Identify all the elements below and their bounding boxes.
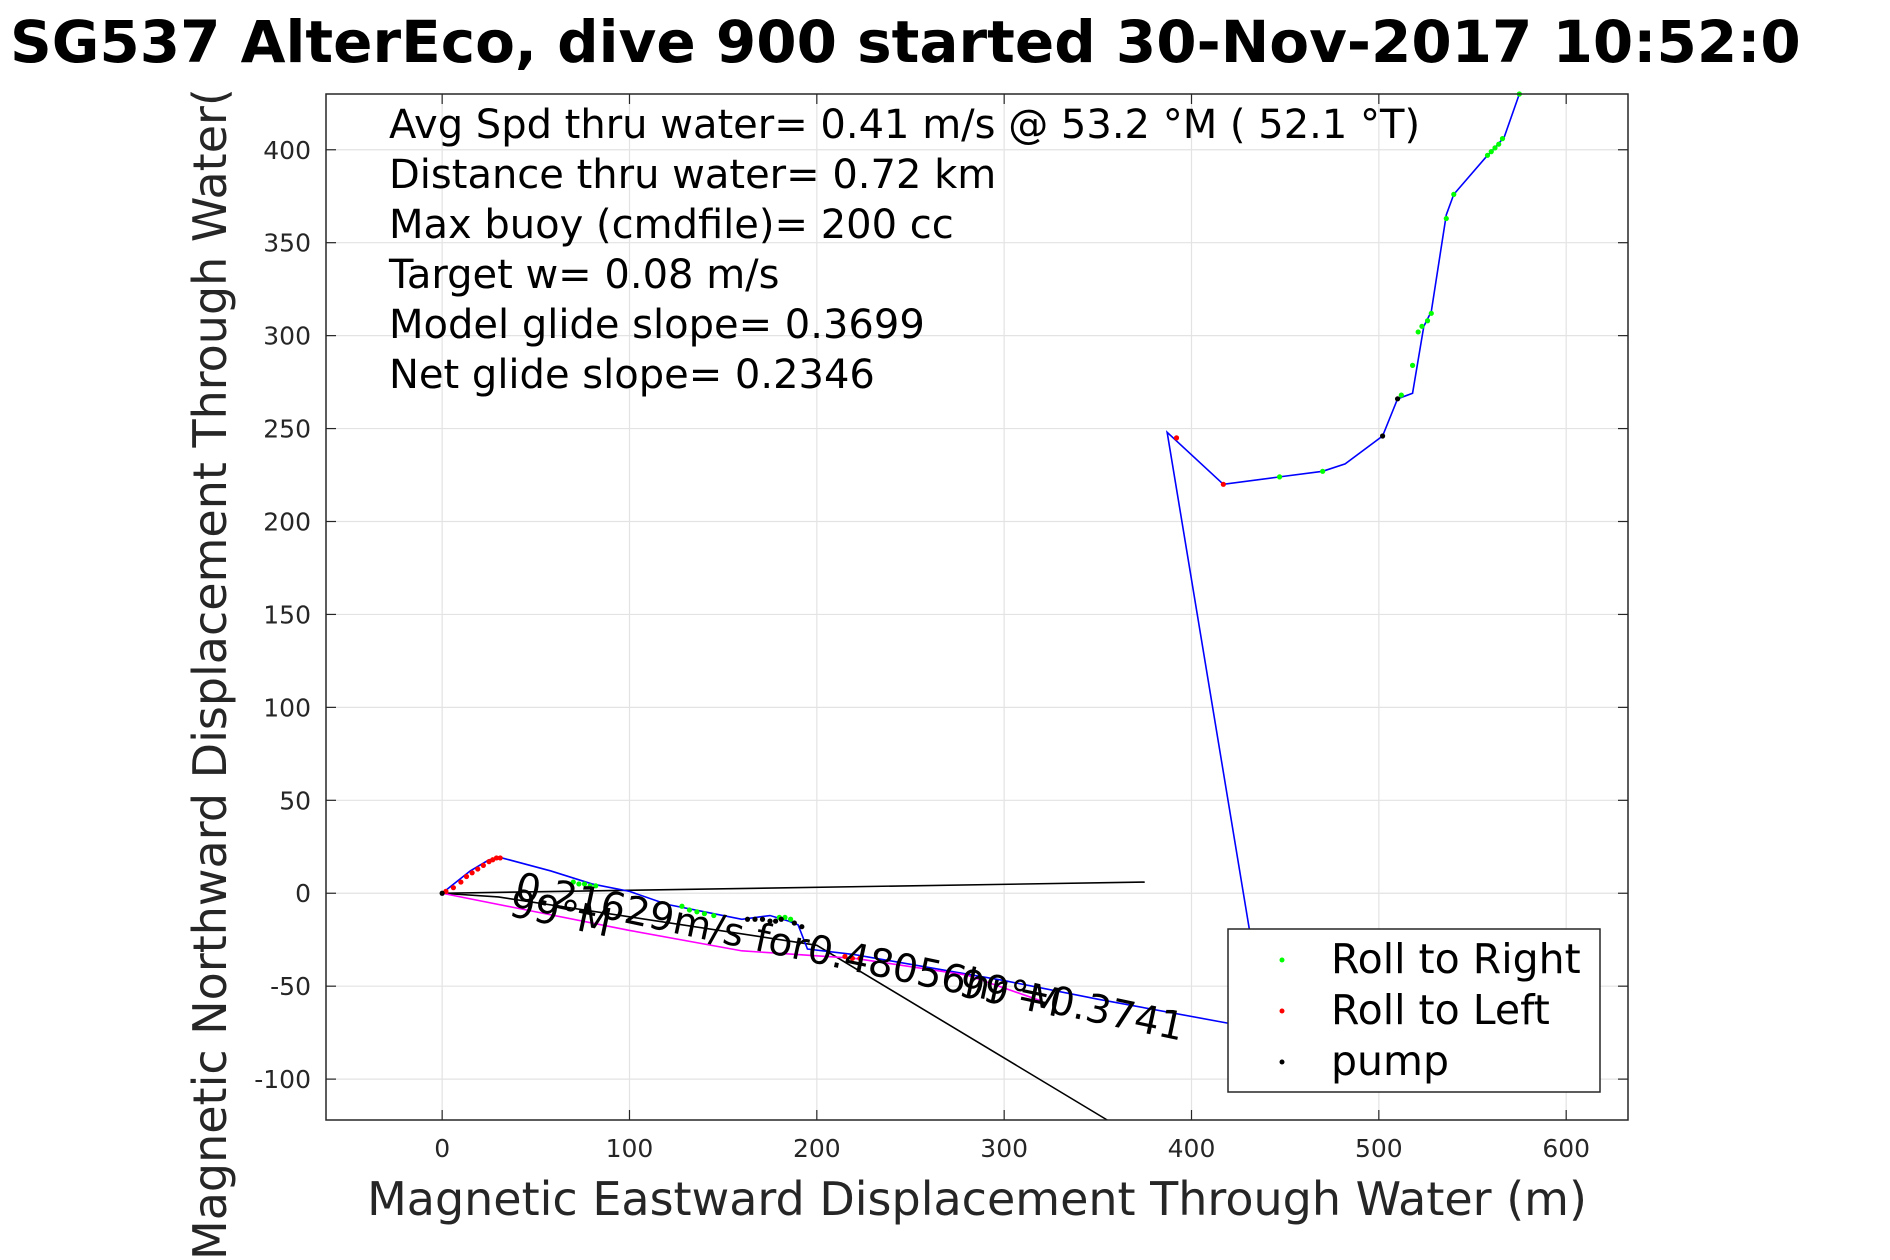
marker-roll-to-right: [581, 881, 588, 887]
marker-roll-to-left: [475, 866, 481, 872]
marker-roll-to-right: [1488, 149, 1494, 155]
marker-pump: [799, 924, 805, 930]
marker-roll-to-right: [1320, 468, 1326, 474]
marker-roll-to-right: [1451, 191, 1457, 197]
marker-pump: [791, 920, 797, 926]
marker-roll-to-right: [593, 883, 599, 889]
legend-label-pump: pump: [1331, 1037, 1449, 1085]
info-net-glide-slope: Net glide slope= 0.2346: [389, 352, 875, 398]
y-tick-label: 50: [279, 786, 311, 815]
marker-roll-to-right: [1409, 362, 1416, 368]
info-avg-speed: Avg Spd thru water= 0.41 m/s @ 53.2 °M (…: [389, 102, 1420, 148]
marker-roll-to-right: [1419, 323, 1425, 329]
series-line-path: [441, 892, 1042, 1002]
y-tick-label: 350: [263, 229, 311, 258]
marker-roll-to-right: [570, 879, 576, 885]
info-target-w: Target w= 0.08 m/s: [388, 252, 779, 298]
info-distance: Distance thru water= 0.72 km: [389, 152, 996, 198]
marker-roll-to-right: [1499, 136, 1506, 142]
x-tick-label: 100: [606, 1134, 654, 1163]
marker-roll-to-right: [711, 912, 717, 919]
marker-pump: [773, 918, 779, 924]
marker-roll-to-left: [480, 862, 486, 868]
x-tick-label: 0: [434, 1134, 450, 1163]
marker-roll-to-right: [576, 881, 582, 887]
marker-roll-to-left: [458, 879, 464, 885]
y-tick-label: 300: [263, 322, 311, 351]
legend-label-roll-right: Roll to Right: [1331, 935, 1581, 983]
marker-roll-to-right: [701, 911, 708, 917]
marker-roll-to-right: [1424, 318, 1431, 324]
marker-roll-to-right: [587, 883, 593, 889]
y-tick-label: 250: [263, 415, 311, 444]
legend-box: [1227, 928, 1601, 1093]
marker-roll-to-right: [1276, 474, 1283, 480]
marker-roll-to-left: [857, 955, 863, 961]
marker-pump: [778, 916, 784, 922]
marker-pump: [752, 916, 758, 922]
legend-label-roll-left: Roll to Left: [1331, 986, 1550, 1034]
bearing-line: [442, 881, 1145, 895]
y-tick-label: -50: [270, 972, 311, 1001]
marker-roll-to-left: [493, 855, 500, 861]
marker-roll-to-left: [450, 885, 456, 891]
marker-roll-to-right: [694, 909, 700, 915]
x-tick-label: 600: [1542, 1134, 1590, 1163]
legend: Roll to Right Roll to Left pump: [1227, 928, 1601, 1093]
x-tick-label: 500: [1355, 1134, 1403, 1163]
marker-pump: [744, 916, 751, 922]
marker-roll-to-left: [463, 873, 470, 880]
x-tick-label: 300: [980, 1134, 1028, 1163]
x-axis-label: Magnetic Eastward Displacement Through W…: [367, 1172, 1587, 1226]
bearing-line: [442, 892, 1108, 1121]
marker-roll-to-left: [849, 955, 856, 961]
marker-pump: [767, 918, 773, 924]
y-axis-label: Magnetic Northward Displacement Through …: [183, 88, 237, 1260]
chart-title: SG537 AlterEco, dive 900 started 30-Nov-…: [10, 8, 1801, 76]
marker-roll-to-right: [1496, 141, 1502, 147]
marker-layer: [439, 91, 1522, 961]
y-tick-label: 400: [263, 136, 311, 165]
marker-roll-to-right: [787, 916, 794, 922]
marker-roll-to-right: [1428, 310, 1434, 316]
info-text-block: Avg Spd thru water= 0.41 m/s @ 53.2 °M (…: [388, 102, 1420, 398]
y-tick-label: 200: [263, 508, 311, 537]
marker-pump: [1379, 433, 1386, 439]
marker-roll-to-left: [497, 855, 503, 861]
x-tick-label: 200: [793, 1134, 841, 1163]
x-axis-ticks: 0 100 200 300 400 500 600: [434, 1134, 1590, 1163]
y-tick-label: 150: [263, 600, 311, 629]
y-tick-label: 0: [295, 879, 311, 908]
y-tick-label: 100: [263, 693, 311, 722]
marker-roll-to-left: [1173, 435, 1180, 441]
y-tick-label: -100: [254, 1065, 311, 1094]
marker-roll-to-right: [1492, 145, 1498, 151]
legend-marker-roll-left: [1279, 1008, 1285, 1014]
legend-marker-roll-right: [1279, 957, 1285, 963]
info-max-buoy: Max buoy (cmdfile)= 200 cc: [389, 202, 954, 248]
marker-pump: [759, 916, 766, 922]
marker-roll-to-right: [1398, 392, 1404, 398]
marker-roll-to-left: [842, 953, 848, 960]
marker-roll-to-left: [469, 870, 475, 876]
x-tick-label: 400: [1168, 1134, 1216, 1163]
info-model-glide-slope: Model glide slope= 0.3699: [389, 302, 925, 348]
legend-marker-pump: [1279, 1059, 1285, 1065]
marker-roll-to-right: [1415, 329, 1421, 335]
axes-box: [325, 93, 1629, 1121]
marker-roll-to-left: [1220, 481, 1226, 487]
marker-roll-to-right: [679, 903, 685, 909]
marker-pump: [1394, 396, 1401, 402]
marker-pump: [439, 890, 445, 896]
marker-roll-to-right: [1484, 152, 1491, 158]
marker-roll-to-right: [1443, 215, 1449, 222]
marker-roll-to-right: [686, 907, 693, 913]
y-axis-ticks: -100 -50 0 50 100 150 200 250 300 350 40…: [254, 136, 311, 1094]
